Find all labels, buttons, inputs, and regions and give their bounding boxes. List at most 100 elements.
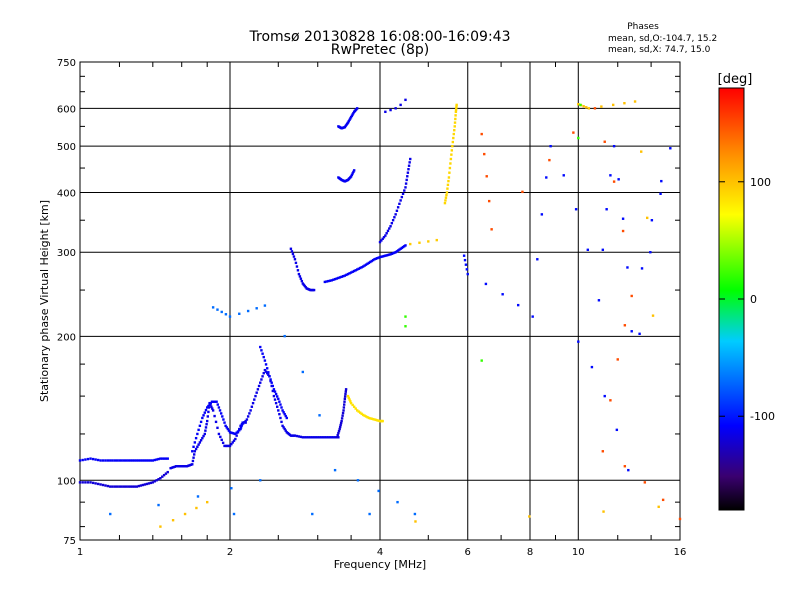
data-point — [338, 276, 342, 279]
data-point — [351, 270, 354, 273]
data-point — [320, 436, 323, 439]
data-point — [238, 427, 241, 431]
data-point — [301, 282, 305, 285]
data-point — [354, 269, 357, 272]
data-point — [231, 431, 234, 435]
data-point — [113, 485, 117, 488]
data-point — [193, 441, 197, 444]
data-point — [394, 107, 397, 110]
data-point — [355, 409, 359, 412]
data-point — [133, 485, 136, 488]
data-point — [145, 482, 149, 486]
data-point — [327, 279, 330, 283]
data-point — [454, 110, 458, 114]
data-point — [91, 457, 95, 461]
data-point — [296, 269, 300, 272]
data-point — [303, 284, 306, 288]
data-point — [404, 244, 407, 247]
data-point — [264, 363, 268, 366]
data-point — [221, 441, 225, 445]
data-point — [346, 394, 350, 398]
data-point — [369, 260, 372, 264]
data-point — [263, 304, 267, 307]
data-point — [268, 375, 271, 378]
data-point — [344, 390, 347, 393]
data-point — [300, 279, 304, 283]
data-point — [232, 432, 236, 435]
data-point — [452, 136, 455, 140]
data-point — [141, 483, 145, 487]
data-point — [227, 429, 231, 432]
data-point — [369, 417, 372, 420]
data-point — [349, 175, 353, 178]
data-point — [278, 412, 281, 416]
data-point — [272, 394, 276, 398]
stats-heading: Phases — [627, 22, 659, 32]
data-point — [198, 441, 202, 444]
data-point — [250, 405, 254, 408]
data-point — [256, 388, 260, 391]
data-point — [349, 401, 353, 405]
data-point — [342, 409, 345, 412]
data-point — [284, 429, 287, 432]
data-point — [276, 405, 279, 408]
colorbar-tick-label: -100 — [750, 410, 775, 423]
data-point — [226, 444, 229, 448]
data-point — [297, 272, 301, 276]
data-point — [657, 505, 660, 509]
data-point — [246, 415, 250, 418]
data-point — [281, 409, 284, 412]
colorbar-ticks: 100 0 -100 — [719, 176, 775, 423]
data-point — [391, 252, 395, 255]
data-point — [400, 195, 404, 199]
data-point — [162, 473, 166, 477]
data-point — [382, 236, 386, 239]
data-point — [111, 459, 114, 462]
data-point — [377, 489, 380, 493]
data-point — [389, 108, 392, 112]
data-point — [378, 240, 382, 244]
colorbar-label: [deg] — [718, 72, 753, 87]
data-point — [360, 412, 363, 415]
data-point — [323, 436, 327, 439]
data-point — [611, 103, 615, 107]
data-point — [289, 247, 293, 250]
data-point — [660, 179, 663, 183]
data-point — [262, 355, 265, 359]
data-point — [447, 176, 451, 179]
data-point — [172, 466, 175, 469]
data-point — [169, 466, 172, 470]
data-point — [166, 470, 169, 474]
data-point — [265, 367, 269, 370]
data-point — [531, 315, 534, 318]
data-point — [376, 256, 379, 260]
data-point — [343, 397, 347, 401]
data-point — [587, 107, 591, 110]
grid-lines — [80, 62, 680, 540]
data-point — [227, 444, 230, 448]
data-point — [111, 485, 114, 488]
data-point — [409, 242, 412, 246]
data-point — [399, 247, 402, 250]
data-point — [348, 398, 351, 401]
data-point — [187, 464, 190, 467]
data-point — [78, 459, 82, 462]
data-point — [260, 378, 263, 381]
data-point — [139, 484, 143, 487]
data-point — [371, 417, 375, 421]
data-point — [204, 429, 207, 432]
data-point — [346, 272, 350, 276]
data-point — [175, 465, 178, 468]
data-point — [453, 128, 456, 132]
data-point — [355, 268, 359, 271]
data-point — [577, 136, 580, 140]
data-point — [376, 419, 379, 422]
data-point — [678, 517, 682, 521]
data-point — [448, 166, 452, 170]
data-point — [155, 458, 158, 461]
data-point — [367, 416, 371, 420]
data-point — [124, 485, 128, 488]
data-point — [283, 412, 286, 416]
data-point — [407, 168, 410, 171]
y-tick-label: 75 — [63, 536, 76, 547]
